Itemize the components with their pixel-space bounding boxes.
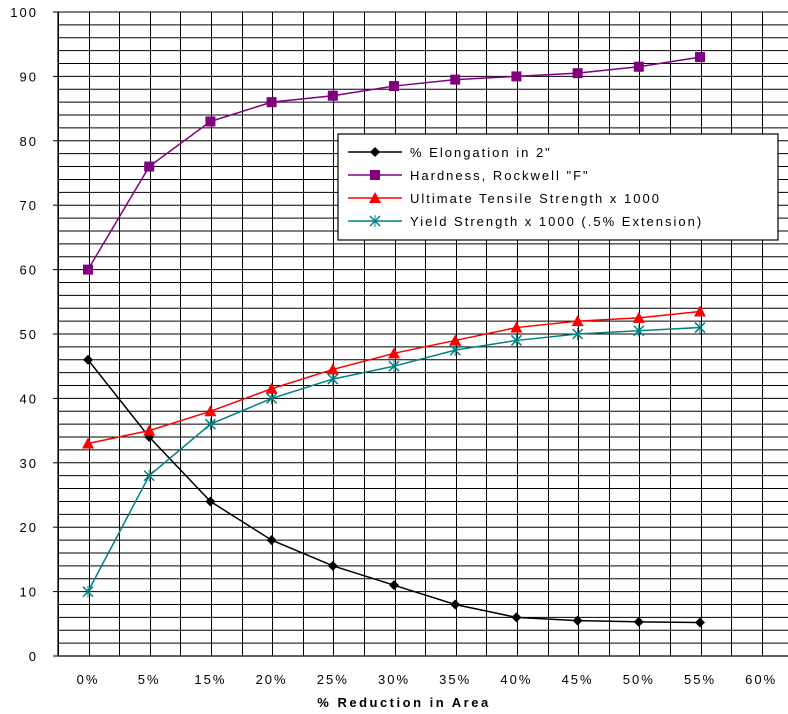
y-tick-label: 70 [20,198,38,213]
data-point-square [370,170,380,180]
legend-box [337,133,779,241]
data-point-x [572,328,584,340]
data-point-x [204,418,216,431]
data-point-square [389,81,399,92]
data-point-x [327,373,339,386]
data-point-triangle [510,321,523,333]
data-point-x [449,344,461,357]
data-point-square [450,74,461,85]
data-point-diamond [695,617,705,628]
data-point-square [83,264,93,275]
y-tick-label: 0 [29,649,38,664]
data-point-diamond [511,612,522,623]
legend: % Elongation in 2" Hardness, Rockwell "F"… [337,133,779,241]
x-tick-label: 25% [317,672,349,687]
data-point-diamond [572,615,583,626]
data-point-square [633,61,644,72]
data-point-diamond [327,560,338,571]
x-tick-label: 40% [500,672,532,687]
data-point-square [695,52,705,63]
y-tick-label: 60 [20,263,38,278]
x-tick-label: 30% [378,672,410,687]
data-point-x [369,215,381,227]
data-point-triangle [449,334,462,346]
data-point-triangle [326,363,339,375]
y-tick-label: 100 [10,5,38,20]
y-tick-label: 40 [20,391,38,406]
data-point-x [82,585,94,598]
legend-label: Yield Strength x 1000 (.5% Extension) [410,214,703,229]
y-tick-label: 90 [20,69,38,84]
legend-label: Ultimate Tensile Strength x 1000 [410,191,661,206]
series-0 [83,354,705,628]
data-point-triangle [204,405,217,417]
data-point-x [266,392,278,405]
data-point-diamond [83,354,93,365]
data-point-square [572,68,583,79]
data-point-diamond [450,599,461,610]
x-tick-label: 50% [623,672,655,687]
axis-layer: 0 10 20 30 40 50 60 70 80 90 100 0% 5% 15% 20% 25% 30% 35… [10,5,788,687]
data-point-triangle [632,311,645,323]
data-point-square [511,71,522,82]
data-point-triangle [265,382,278,394]
data-point-x [388,360,400,373]
data-point-square [327,90,338,101]
y-tick-label: 80 [20,134,38,149]
data-point-triangle [571,315,584,327]
data-point-diamond [370,147,380,157]
data-point-square [266,97,277,108]
legend-label: Hardness, Rockwell "F" [410,168,590,183]
x-tick-label: 20% [256,672,288,687]
x-tick-label: 5% [138,672,161,687]
y-tick-label: 30 [20,456,38,471]
y-tick-label: 50 [20,327,38,342]
data-point-triangle [388,347,400,359]
data-point-diamond [205,496,216,507]
x-tick-label: 45% [562,672,594,687]
legend-label: % Elongation in 2" [410,145,552,160]
series-layer [82,52,706,628]
series-3 [82,321,706,598]
grid-layer [58,11,788,657]
y-tick-label: 10 [20,585,38,600]
data-point-diamond [633,616,644,627]
data-point-x [633,324,645,337]
data-point-triangle [82,437,94,449]
x-axis-title: % Reduction in Area [317,695,490,710]
x-tick-label: 60% [745,672,777,687]
data-point-x [694,321,706,334]
data-point-diamond [266,535,277,546]
y-tick-label: 20 [20,520,38,535]
data-point-triangle [369,192,381,203]
x-tick-label: 0% [77,672,100,687]
data-point-diamond [389,580,399,591]
data-point-x [143,469,155,482]
data-point-x [510,334,522,347]
series-1 [83,52,705,275]
data-point-square [205,116,216,127]
data-point-square [144,161,155,172]
x-tick-label: 15% [194,672,226,687]
x-tick-label: 55% [684,672,716,687]
data-point-triangle [143,424,156,436]
x-tick-label: 35% [439,672,471,687]
data-point-triangle [694,305,706,317]
series-2 [82,305,706,449]
